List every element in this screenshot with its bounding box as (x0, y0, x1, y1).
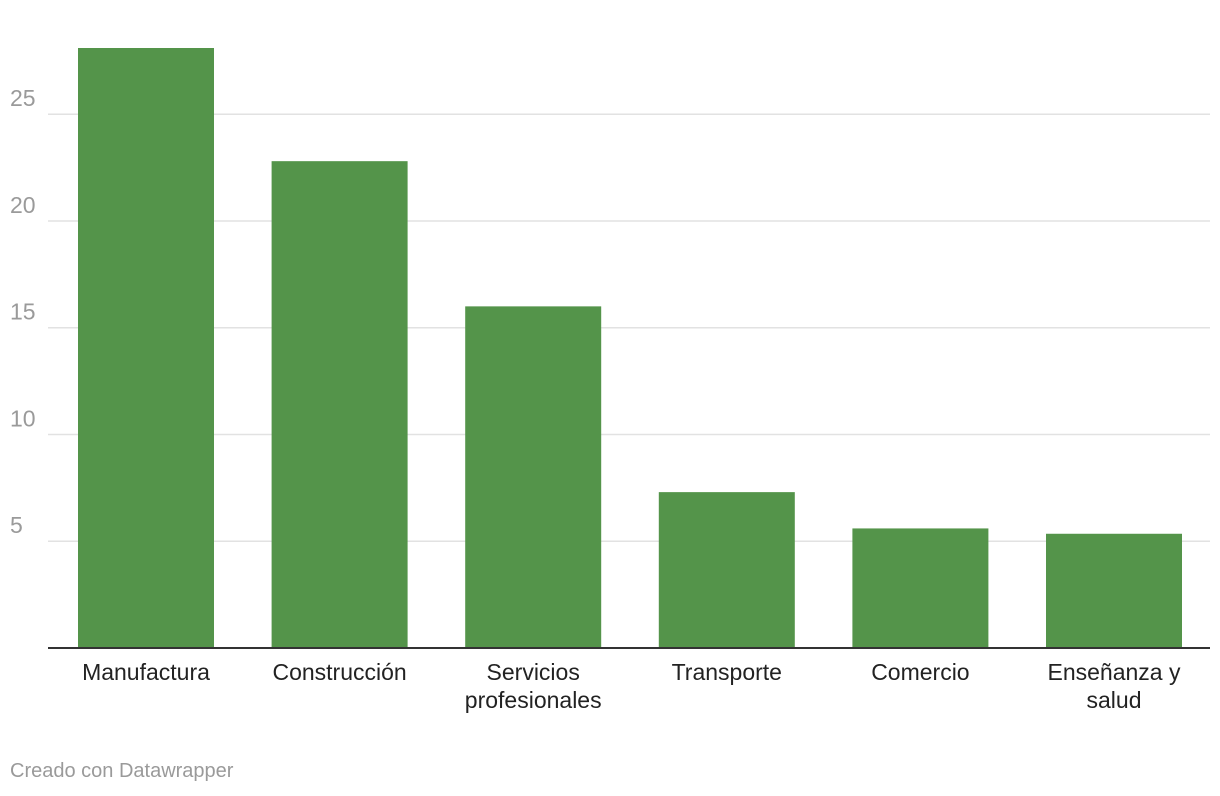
y-tick-label: 20 (10, 192, 36, 218)
bar (78, 48, 214, 648)
y-tick-label: 5 (10, 512, 23, 538)
x-category-label: Comercio (871, 659, 969, 685)
y-tick-label: 25 (10, 85, 36, 111)
grid-lines (48, 113, 1210, 542)
bar (852, 528, 989, 648)
x-category-label: Servicios profesionales (465, 659, 602, 713)
y-tick-label: 10 (10, 405, 36, 431)
bar (658, 492, 795, 648)
y-axis-ticks: 5 10 15 20 25 (10, 85, 36, 538)
x-axis-labels: Manufactura Construcción Servicios profesio… (82, 659, 1181, 713)
x-category-label: Transporte (672, 659, 782, 685)
x-category-label: Construcción (272, 659, 406, 685)
x-category-label: Manufactura (82, 659, 210, 685)
bar-chart: 5 10 15 20 25 Manufactura Construcción Servici… (10, 48, 1210, 713)
bar (465, 306, 602, 648)
bar (271, 161, 408, 648)
x-category-label: Enseñanza y salud (1048, 659, 1181, 713)
credit-text: Creado con Datawrapper (10, 760, 234, 782)
bars (78, 48, 1182, 648)
y-tick-label: 15 (10, 299, 36, 325)
bar (1046, 533, 1182, 648)
